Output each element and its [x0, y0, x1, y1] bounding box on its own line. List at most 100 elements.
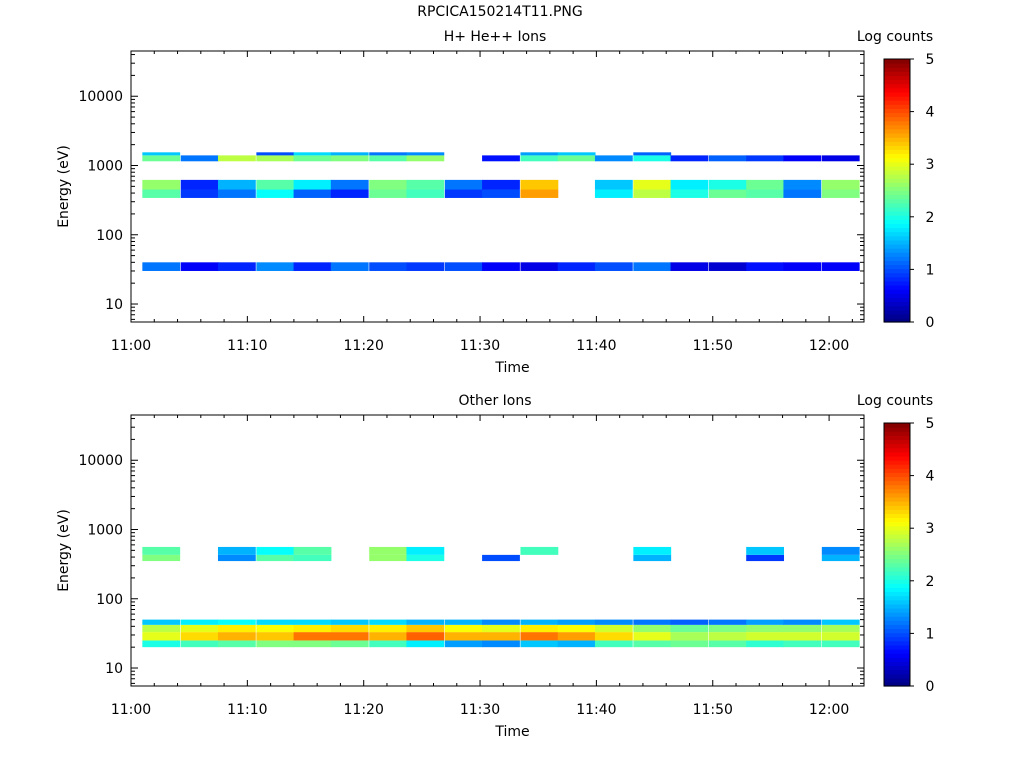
heatmap-cell: [482, 179, 520, 190]
heatmap-cell: [406, 624, 445, 633]
colorbar-segment: [884, 624, 910, 630]
heatmap-cell: [821, 619, 860, 625]
colorbar-segment: [884, 505, 910, 510]
heatmap-cell: [217, 624, 256, 633]
heatmap-cell: [406, 546, 445, 555]
heatmap-cell: [293, 262, 332, 271]
colorbar-segment: [884, 439, 910, 445]
heatmap-cell: [670, 189, 709, 198]
figure-title: RPCICA150214T11.PNG: [417, 4, 583, 20]
heatmap-cell: [369, 640, 408, 648]
colorbar-segment: [884, 157, 910, 163]
colorbar-segment: [884, 202, 910, 208]
heatmap-cell: [633, 189, 672, 198]
heatmap-cell: [520, 632, 559, 641]
colorbar-segment: [884, 644, 910, 650]
heatmap-cell: [821, 262, 860, 271]
x-tick-label: 11:30: [460, 702, 500, 718]
heatmap-cell: [293, 189, 332, 198]
colorbar-segment: [884, 194, 910, 200]
heatmap-cell: [142, 179, 181, 190]
y-tick-label: 10000: [78, 453, 123, 469]
colorbar-tick-label: 5: [926, 416, 935, 432]
y-tick-label: 100: [96, 592, 123, 608]
colorbar-segment: [884, 447, 910, 453]
heatmap-cell: [520, 152, 559, 156]
colorbar-segment: [884, 538, 910, 543]
x-tick-label: 11:20: [344, 702, 384, 718]
colorbar-segment: [884, 525, 910, 531]
colorbar-tick-label: 2: [926, 210, 935, 226]
colorbar-segment: [884, 575, 910, 580]
heatmap-cell: [217, 619, 256, 625]
colorbar-segment: [884, 165, 910, 171]
colorbar-segment: [884, 673, 910, 679]
colorbar-segment: [884, 297, 910, 303]
x-tick-label: 12:00: [809, 338, 849, 354]
heatmap-cell: [406, 632, 445, 641]
colorbar-segment: [884, 488, 910, 494]
heatmap-cell: [821, 624, 860, 633]
heatmap-cell: [670, 640, 709, 648]
colorbar-segment: [884, 317, 910, 323]
heatmap-cell: [180, 624, 219, 633]
heatmap-cell: [482, 640, 520, 648]
colorbar-segment: [884, 513, 910, 519]
heatmap-cell: [821, 640, 860, 648]
colorbar-segment: [884, 178, 910, 183]
heatmap-cell: [217, 632, 256, 641]
heatmap-cell: [746, 619, 785, 625]
heatmap-cell: [256, 632, 295, 641]
colorbar-segment: [884, 301, 910, 307]
y-tick-label: 100: [96, 228, 123, 244]
heatmap-cell: [444, 619, 483, 625]
colorbar-segment: [884, 305, 910, 311]
heatmap-cell: [180, 640, 219, 648]
colorbar-segment: [884, 272, 910, 278]
colorbar-segment: [884, 476, 910, 482]
heatmap-cell: [783, 179, 822, 190]
heatmap-cell: [783, 262, 822, 271]
colorbar-segment: [884, 59, 910, 64]
colorbar-tick-label: 5: [926, 52, 935, 68]
colorbar-segment: [884, 248, 910, 253]
heatmap-cell: [821, 189, 860, 198]
colorbar-segment: [884, 83, 910, 89]
colorbar-segment: [884, 313, 910, 319]
heatmap-cell: [293, 624, 332, 633]
heatmap-cell: [406, 554, 445, 562]
heatmap-cell: [520, 262, 559, 271]
colorbar-segment: [884, 612, 910, 617]
heatmap-cell: [406, 152, 445, 156]
colorbar-frame: [883, 422, 911, 687]
heatmap-cell: [633, 152, 672, 156]
colorbar-segment: [884, 132, 910, 138]
heatmap-cell: [633, 624, 672, 633]
heatmap-cell: [670, 179, 709, 190]
colorbar-segment: [884, 128, 910, 134]
colorbar-segment: [884, 435, 910, 441]
colorbar-segment: [884, 190, 910, 196]
colorbar-segment: [884, 591, 910, 597]
heatmap-cell: [708, 179, 747, 190]
colorbar-segment: [884, 546, 910, 551]
heatmap-cell: [256, 546, 295, 555]
heatmap-cell: [594, 262, 633, 271]
heatmap-cell: [633, 262, 672, 271]
heatmap-cell: [670, 632, 709, 641]
colorbar-segment: [884, 87, 910, 93]
colorbar-segment: [884, 649, 910, 654]
colorbar-segment: [884, 75, 910, 81]
y-tick-label: 10: [105, 661, 123, 677]
heatmap-cell: [180, 155, 219, 162]
heatmap-cell: [180, 632, 219, 641]
heatmap-cell: [256, 619, 295, 625]
heatmap-cell: [821, 554, 860, 562]
heatmap-cell: [670, 155, 709, 162]
heatmap-cell: [369, 632, 408, 641]
colorbar-segment: [884, 583, 910, 588]
colorbar-segment: [884, 243, 910, 249]
heatmap-cell: [783, 624, 822, 633]
heatmap-cell: [783, 155, 822, 162]
